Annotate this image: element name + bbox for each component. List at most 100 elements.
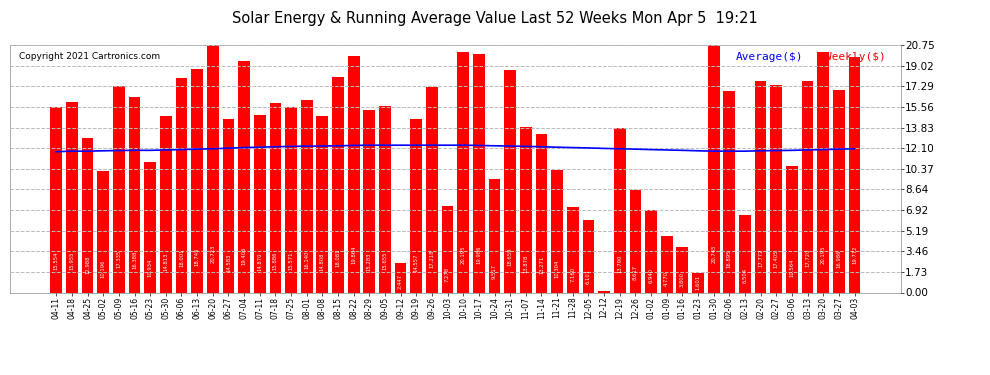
Bar	[223, 118, 235, 292]
Text: 18.659: 18.659	[508, 247, 513, 266]
Text: Weekly($): Weekly($)	[825, 53, 886, 62]
Text: 19.772: 19.772	[852, 246, 857, 264]
Bar	[786, 166, 798, 292]
Bar	[551, 170, 563, 292]
Text: 17.335: 17.335	[117, 249, 122, 268]
Text: 18.745: 18.745	[195, 247, 200, 266]
Text: 19.986: 19.986	[476, 245, 481, 264]
Text: 12.988: 12.988	[85, 255, 90, 274]
Text: 15.655: 15.655	[382, 252, 387, 270]
Text: 10.196: 10.196	[101, 260, 106, 278]
Bar	[520, 127, 532, 292]
Bar	[582, 220, 594, 292]
Bar	[754, 81, 766, 292]
Bar	[457, 52, 469, 292]
Bar	[175, 78, 187, 292]
Text: 13.271: 13.271	[539, 255, 544, 273]
Text: 13.790: 13.790	[617, 254, 623, 273]
Text: Copyright 2021 Cartronics.com: Copyright 2021 Cartronics.com	[19, 53, 160, 62]
Bar	[802, 81, 814, 292]
Bar	[66, 102, 78, 292]
Bar	[363, 110, 375, 292]
Bar	[411, 119, 422, 292]
Bar	[301, 100, 313, 292]
Bar	[630, 190, 642, 292]
Text: 4.770: 4.770	[664, 270, 669, 286]
Bar	[332, 77, 344, 292]
Text: 14.813: 14.813	[163, 253, 168, 271]
Bar	[253, 115, 265, 292]
Bar	[160, 116, 171, 292]
Text: 19.406: 19.406	[242, 246, 247, 265]
Bar	[395, 263, 407, 292]
Text: 15.283: 15.283	[367, 252, 372, 271]
Text: 7.160: 7.160	[570, 267, 575, 282]
Bar	[347, 56, 359, 292]
Text: 17.720: 17.720	[805, 249, 810, 267]
Text: 18.001: 18.001	[179, 248, 184, 267]
Bar	[239, 61, 249, 292]
Text: 16.895: 16.895	[727, 250, 732, 268]
Bar	[818, 52, 829, 292]
Text: 6.940: 6.940	[648, 267, 653, 283]
Bar	[567, 207, 579, 292]
Text: 14.583: 14.583	[226, 253, 231, 272]
Text: 17.405: 17.405	[774, 249, 779, 268]
Text: 15.571: 15.571	[288, 252, 294, 270]
Bar	[207, 45, 219, 292]
Bar	[661, 236, 672, 292]
Text: 20.745: 20.745	[711, 244, 716, 263]
Bar	[97, 171, 109, 292]
Text: 15.886: 15.886	[273, 251, 278, 270]
Text: 20.195: 20.195	[460, 245, 465, 264]
Bar	[676, 247, 688, 292]
Text: 9.517: 9.517	[492, 264, 497, 279]
Text: 17.218: 17.218	[430, 249, 435, 268]
Bar	[504, 70, 516, 292]
Bar	[708, 45, 720, 292]
Bar	[426, 87, 438, 292]
Bar	[740, 215, 750, 292]
Text: 13.878: 13.878	[524, 254, 529, 273]
Text: 18.081: 18.081	[336, 248, 341, 267]
Text: 19.864: 19.864	[351, 246, 356, 264]
Text: 15.554: 15.554	[53, 252, 58, 270]
Text: 17.772: 17.772	[758, 249, 763, 267]
Text: Average($): Average($)	[736, 53, 804, 62]
Text: 15.955: 15.955	[69, 251, 74, 270]
Text: 20.723: 20.723	[210, 244, 215, 263]
Bar	[598, 291, 610, 292]
Text: 7.278: 7.278	[446, 267, 450, 282]
Text: 2.447: 2.447	[398, 274, 403, 289]
Text: 14.557: 14.557	[414, 253, 419, 272]
Text: 16.140: 16.140	[304, 251, 309, 269]
Text: 1.601: 1.601	[696, 275, 701, 290]
Bar	[269, 103, 281, 292]
Bar	[833, 90, 844, 292]
Bar	[536, 134, 547, 292]
Bar	[645, 210, 657, 292]
Bar	[317, 116, 329, 292]
Bar	[614, 128, 626, 292]
Bar	[442, 206, 453, 292]
Text: 10.304: 10.304	[554, 260, 559, 278]
Bar	[129, 97, 141, 292]
Text: 8.617: 8.617	[633, 265, 638, 280]
Bar	[379, 106, 391, 292]
Text: 10.934: 10.934	[148, 258, 152, 277]
Bar	[489, 179, 500, 292]
Text: 16.388: 16.388	[132, 251, 137, 269]
Text: 20.195: 20.195	[821, 245, 826, 264]
Bar	[191, 69, 203, 292]
Text: 10.564: 10.564	[789, 259, 794, 278]
Text: 6.504: 6.504	[742, 268, 747, 283]
Text: Solar Energy & Running Average Value Last 52 Weeks Mon Apr 5  19:21: Solar Energy & Running Average Value Las…	[232, 11, 758, 26]
Bar	[145, 162, 156, 292]
Bar	[848, 57, 860, 292]
Bar	[692, 273, 704, 292]
Text: 16.986: 16.986	[837, 250, 842, 268]
Bar	[113, 86, 125, 292]
Text: 14.808: 14.808	[320, 253, 325, 271]
Bar	[770, 85, 782, 292]
Bar	[473, 54, 485, 292]
